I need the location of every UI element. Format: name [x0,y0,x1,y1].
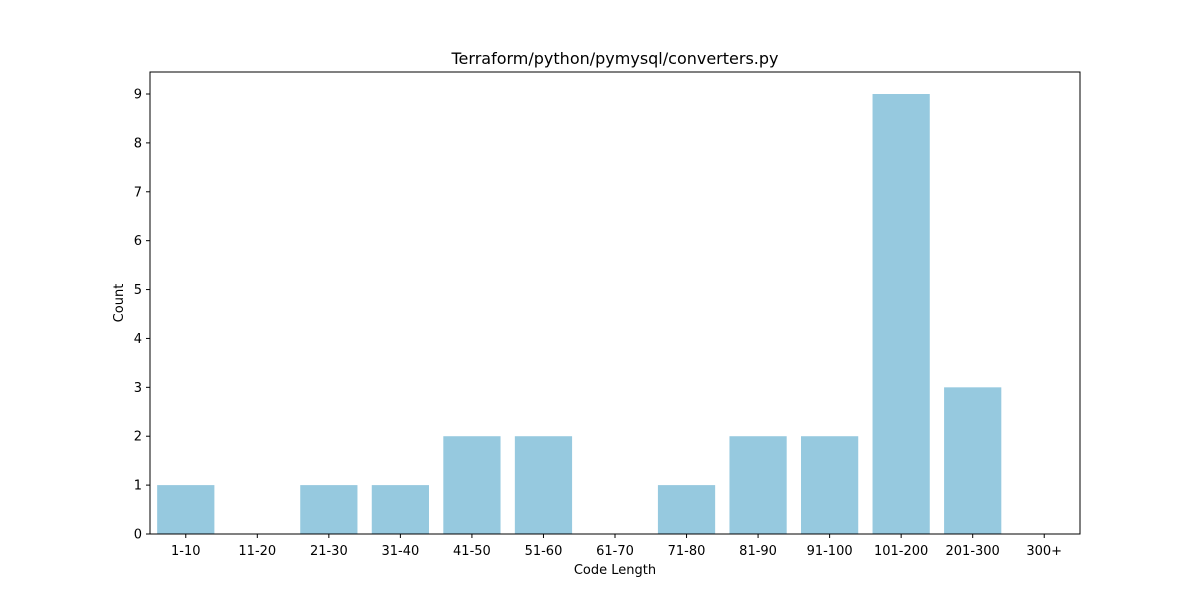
y-tick-label: 8 [134,136,142,151]
y-tick-label: 5 [134,283,142,298]
bar-41-50 [443,436,501,534]
y-tick-label: 6 [134,234,142,249]
x-tick-label: 71-80 [668,544,706,559]
x-tick-label: 201-300 [946,544,1000,559]
y-tick-label: 3 [134,381,142,396]
x-tick-label: 61-70 [596,544,634,559]
y-axis-label: Count [112,284,127,323]
bar-101-200 [872,94,930,534]
plot-frame [149,71,1081,535]
x-tick-label: 91-100 [807,544,853,559]
x-tick-label: 51-60 [525,544,563,559]
y-tick-label: 9 [134,88,142,103]
bar-21-30 [300,485,358,534]
y-tick-label: 2 [134,430,142,445]
x-tick-label: 1-10 [171,544,201,559]
y-tick-label: 0 [134,528,142,543]
bar-51-60 [514,436,573,534]
chart-title: Terraform/python/pymysql/converters.py [451,49,779,68]
bar-71-80 [657,485,716,534]
x-tick-label: 101-200 [874,544,928,559]
bar-201-300 [944,387,1002,534]
x-axis-ticks: 1-10 11-20 21-30 31-40 41-50 51-60 61-70 71-80 8… [171,534,1062,559]
bar-1-10 [157,485,215,534]
x-tick-label: 21-30 [310,544,348,559]
bars-group [157,94,1002,534]
bar-31-40 [371,485,429,534]
bar-81-90 [729,436,787,534]
y-tick-label: 7 [134,185,142,200]
x-tick-label: 41-50 [453,544,491,559]
bar-91-100 [801,436,859,534]
y-axis-ticks: 0 1 2 3 4 5 6 7 8 9 [134,88,150,543]
y-tick-label: 4 [134,332,142,347]
x-tick-label: 81-90 [739,544,777,559]
y-tick-label: 1 [134,479,142,494]
x-tick-label: 300+ [1026,544,1062,559]
x-tick-label: 31-40 [381,544,419,559]
x-axis-label: Code Length [574,563,656,578]
x-tick-label: 11-20 [238,544,276,559]
